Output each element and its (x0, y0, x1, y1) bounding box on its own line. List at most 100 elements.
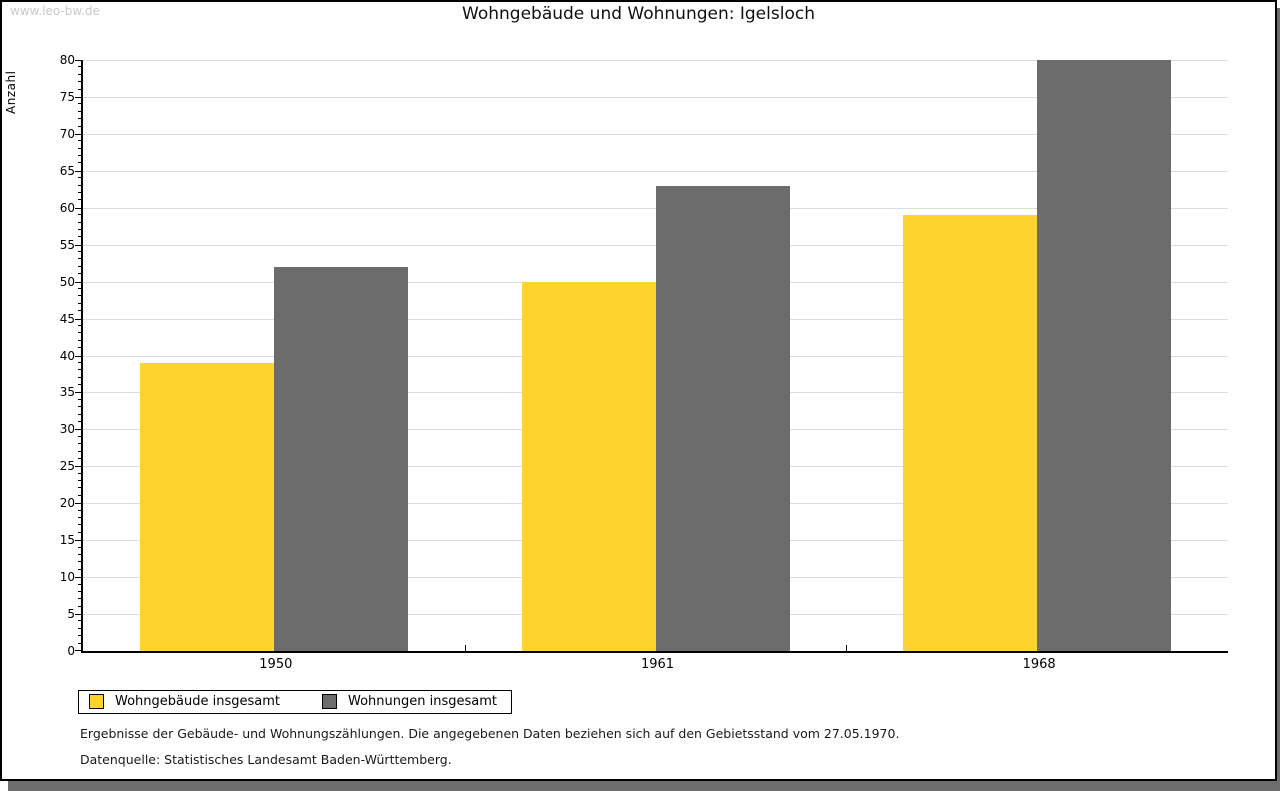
y-axis-minor-tick (78, 191, 81, 193)
y-axis-tick-label: 15 (59, 533, 75, 548)
y-axis-minor-tick (78, 214, 81, 216)
y-axis-minor-tick (78, 480, 81, 482)
y-axis-minor-tick (78, 384, 81, 386)
y-axis-tick-label: 30 (59, 422, 75, 437)
y-axis-minor-tick (78, 288, 81, 290)
legend-swatch-yellow (89, 694, 104, 709)
y-axis-minor-tick (78, 228, 81, 230)
y-axis-minor-tick (78, 251, 81, 253)
y-axis-minor-tick (78, 295, 81, 297)
legend-item-wohngebaeude: Wohngebäude insgesamt (89, 694, 280, 709)
y-axis-major-tick (75, 503, 81, 505)
bar-1950-wohnungen (273, 266, 408, 651)
y-axis-minor-tick (78, 221, 81, 223)
y-axis-tick-label: 55 (59, 237, 75, 252)
y-axis-minor-tick (78, 258, 81, 260)
y-axis-minor-tick (78, 236, 81, 238)
y-axis-minor-tick (78, 265, 81, 267)
drop-shadow-bottom (8, 781, 1280, 791)
y-axis-minor-tick (78, 450, 81, 452)
y-axis-minor-tick (78, 494, 81, 496)
y-axis-label: Anzahl (4, 70, 18, 114)
y-axis-major-tick (75, 577, 81, 579)
legend-label: Wohnungen insgesamt (348, 694, 497, 709)
y-axis-tick-label: 5 (67, 607, 75, 622)
y-axis-minor-tick (78, 590, 81, 592)
y-axis-tick-label: 60 (59, 200, 75, 215)
y-axis-minor-tick (78, 406, 81, 408)
y-axis-minor-tick (78, 553, 81, 555)
y-axis-minor-tick (78, 361, 81, 363)
footnote-datenquelle: Datenquelle: Statistisches Landesamt Bad… (80, 752, 452, 767)
y-axis-minor-tick (78, 531, 81, 533)
y-axis-minor-tick (78, 546, 81, 548)
y-axis-major-tick (75, 614, 81, 616)
x-axis-boundary-tick (464, 645, 466, 651)
y-axis-minor-tick (78, 421, 81, 422)
y-axis-minor-tick (78, 81, 81, 83)
y-axis-minor-tick (78, 199, 81, 201)
y-axis-minor-tick (78, 155, 81, 157)
y-axis-minor-tick (78, 524, 81, 526)
y-axis-minor-tick (78, 605, 81, 607)
y-axis-tick-label: 45 (59, 311, 75, 326)
y-axis-minor-tick (78, 73, 81, 75)
y-axis-minor-tick (78, 627, 81, 629)
y-axis-major-tick (75, 392, 81, 394)
y-axis-minor-tick (78, 110, 81, 112)
x-axis-tick-label: 1950 (259, 657, 293, 672)
y-axis-major-tick (75, 207, 81, 209)
y-axis-minor-tick (78, 413, 81, 415)
y-axis-major-tick (75, 244, 81, 246)
plot-area (75, 60, 1228, 653)
y-axis-minor-tick (78, 369, 81, 371)
y-axis-minor-tick (78, 487, 81, 489)
y-axis-major-tick (75, 650, 81, 651)
y-axis-minor-tick (78, 103, 81, 105)
y-axis-minor-tick (78, 620, 81, 622)
y-axis-minor-tick (78, 324, 81, 326)
x-axis-tick-label: 1961 (640, 657, 675, 672)
y-axis-minor-tick (78, 457, 81, 459)
y-axis-major-tick (75, 540, 81, 542)
y-axis-tick-label: 65 (59, 163, 75, 178)
y-axis-tick-label: 10 (59, 570, 75, 585)
y-axis-minor-tick (78, 162, 81, 164)
y-axis-minor-tick (78, 147, 81, 149)
y-axis-minor-tick (78, 517, 81, 519)
y-axis-minor-tick (78, 273, 81, 275)
y-axis-tick-label: 80 (59, 53, 75, 67)
y-axis-minor-tick (78, 376, 81, 378)
gridline (83, 170, 1228, 172)
y-axis-minor-tick (78, 398, 81, 400)
legend-swatch-gray (322, 694, 337, 709)
bar-1968-wohnungen (1037, 60, 1172, 651)
y-axis-tick-label: 20 (59, 496, 75, 511)
y-axis-minor-tick (78, 561, 81, 563)
bar-1950-wohngebaeude (139, 362, 274, 651)
y-axis-major-tick (75, 281, 81, 283)
y-axis-tick-label: 70 (59, 126, 75, 141)
gridline (83, 133, 1228, 135)
legend-label: Wohngebäude insgesamt (115, 694, 280, 709)
y-axis-tick-label: 50 (59, 274, 75, 289)
footnote-source-note: Ergebnisse der Gebäude- und Wohnungszähl… (80, 726, 900, 741)
y-axis-minor-tick (78, 598, 81, 600)
y-axis-minor-tick (78, 125, 81, 127)
y-axis-minor-tick (78, 339, 81, 341)
y-axis-minor-tick (78, 118, 81, 120)
bar-1968-wohngebaeude (903, 215, 1038, 651)
y-axis-major-tick (75, 133, 81, 135)
y-axis-minor-tick (78, 140, 81, 142)
y-axis-tick-label: 0 (67, 644, 75, 658)
y-axis-major-tick (75, 355, 81, 357)
y-axis-minor-tick (78, 310, 81, 312)
y-axis-major-tick (75, 170, 81, 172)
y-axis-major-tick (75, 318, 81, 320)
y-axis-minor-tick (78, 443, 81, 445)
y-axis-minor-tick (78, 568, 81, 570)
y-axis-minor-tick (78, 184, 81, 186)
y-axis-minor-tick (78, 635, 81, 637)
